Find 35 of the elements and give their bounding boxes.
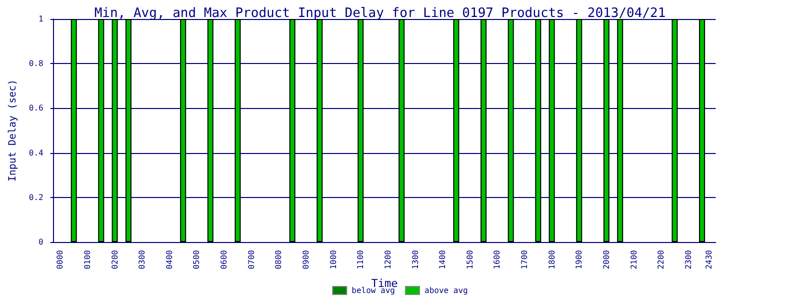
x-tick-label: 1100 xyxy=(356,250,366,270)
x-tick-label: 1000 xyxy=(328,250,338,270)
y-tick-label: 0.4 xyxy=(28,148,44,158)
y-tick-label: 0 xyxy=(38,238,44,246)
x-tick-label: 1200 xyxy=(383,250,392,270)
x-tick-label: 0400 xyxy=(164,250,174,270)
x-tick-label: 0800 xyxy=(274,250,284,270)
x-tick-label: 2300 xyxy=(684,250,693,270)
x-tick-label: 1300 xyxy=(410,250,420,270)
y-tick-label: 0.8 xyxy=(28,59,44,68)
x-tick-label: 0700 xyxy=(246,250,256,270)
x-tick-label: 0900 xyxy=(302,250,310,270)
x-tick-label: 2100 xyxy=(629,250,638,270)
y-tick-label: 0.2 xyxy=(28,192,44,202)
x-tick-label: 0600 xyxy=(220,250,229,270)
y-tick-label: 1 xyxy=(38,14,44,24)
chart-title: Min, Avg, and Max Product Input Delay for Line 0197 Products - 2013/04/21 xyxy=(94,6,666,21)
x-tick-label: 0500 xyxy=(192,250,202,270)
x-tick-label: 2430 xyxy=(704,250,714,270)
x-tick-label: 1900 xyxy=(574,250,584,270)
x-tick-label: 0000 xyxy=(56,250,65,270)
x-tick-label: 1600 xyxy=(492,250,502,270)
x-tick-label: 2000 xyxy=(602,250,611,270)
x-tick-label: 1800 xyxy=(547,250,556,270)
legend-label: below avg xyxy=(352,286,396,295)
y-axis-title: Input Delay (sec) xyxy=(8,79,18,182)
x-tick-label: 0300 xyxy=(138,250,147,270)
legend-label: above avg xyxy=(424,286,468,295)
x-tick-label: 2200 xyxy=(656,250,666,270)
x-tick-label: 0100 xyxy=(82,250,92,270)
x-tick-label: 1500 xyxy=(465,250,474,270)
x-tick-label: 0200 xyxy=(110,250,120,270)
y-tick-label: 0.6 xyxy=(28,104,44,113)
x-tick-label: 1400 xyxy=(438,250,448,270)
x-tick-label: 1700 xyxy=(520,250,530,270)
